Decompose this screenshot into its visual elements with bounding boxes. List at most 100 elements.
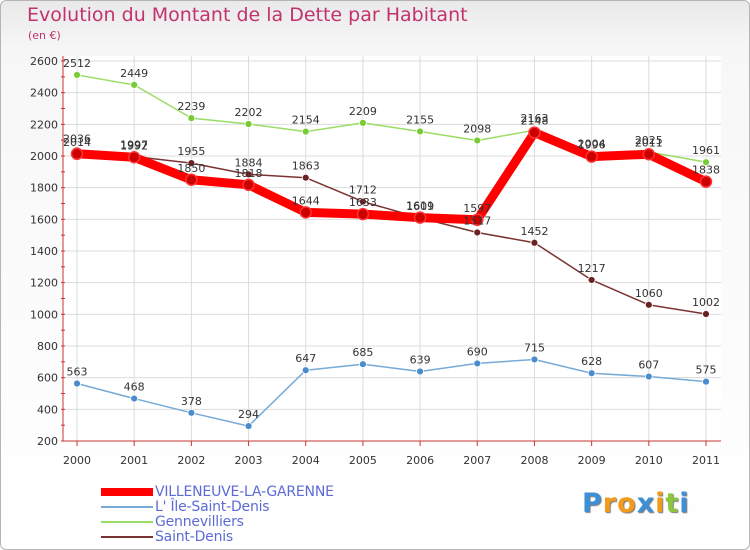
data-point (187, 408, 196, 417)
data-point (530, 238, 539, 247)
data-label: 2148 (520, 115, 548, 128)
y-tick-label: 1800 (30, 182, 58, 195)
data-point (585, 150, 598, 163)
data-point (301, 173, 310, 182)
data-label: 1818 (235, 167, 263, 180)
x-tick-label: 2004 (292, 454, 320, 467)
y-tick-label: 1200 (30, 277, 58, 290)
y-tick-label: 2000 (30, 150, 58, 163)
data-label: 1712 (349, 184, 377, 197)
data-label: 1955 (177, 145, 205, 158)
data-label: 2155 (406, 113, 434, 126)
data-label: 2014 (63, 136, 91, 149)
legend-label: VILLENEUVE-LA-GARENNE (155, 484, 334, 500)
data-point (416, 127, 424, 136)
data-label: 647 (295, 352, 316, 365)
data-point (130, 81, 139, 89)
data-label: 2449 (120, 67, 148, 80)
data-point (359, 119, 367, 127)
data-point (359, 360, 367, 369)
data-point (473, 228, 482, 237)
data-point (702, 377, 710, 386)
data-point (473, 136, 482, 145)
data-point (644, 372, 653, 381)
proxiti-logo: Proxiti (582, 488, 690, 519)
data-label: 2202 (235, 106, 263, 119)
y-tick-label: 1400 (30, 245, 58, 258)
data-label: 1850 (177, 162, 205, 175)
y-tick-label: 400 (37, 403, 58, 416)
x-tick-label: 2009 (578, 454, 606, 467)
y-tick-label: 2200 (30, 118, 58, 131)
data-label: 639 (410, 353, 431, 366)
legend-swatch (101, 521, 153, 523)
data-label: 715 (524, 341, 545, 354)
data-label: 563 (67, 366, 88, 379)
legend-label: Saint-Denis (155, 529, 234, 545)
x-tick-label: 2007 (463, 454, 491, 467)
data-point (644, 300, 653, 309)
data-label: 2025 (635, 134, 663, 147)
series-line (76, 358, 707, 427)
x-tick-label: 2001 (120, 454, 148, 467)
data-label: 2512 (63, 57, 91, 70)
data-label: 1997 (120, 138, 148, 151)
data-label: 2154 (292, 114, 320, 127)
y-tick-label: 600 (37, 372, 58, 385)
data-point (244, 422, 253, 431)
y-tick-label: 2400 (30, 87, 58, 100)
data-point (359, 197, 367, 206)
data-label: 2239 (177, 100, 205, 113)
data-label: 607 (638, 359, 659, 372)
data-label: 378 (181, 395, 202, 408)
data-label: 2004 (578, 137, 606, 150)
series-line (76, 149, 707, 315)
data-point (244, 170, 253, 179)
data-point (73, 379, 81, 388)
data-point (73, 71, 81, 79)
data-point (185, 173, 198, 186)
data-point (699, 175, 713, 188)
data-label: 1644 (292, 194, 320, 207)
legend-label: L' Île-Saint-Denis (155, 499, 270, 515)
data-point (70, 147, 84, 161)
data-label: 575 (696, 364, 717, 377)
data-point (528, 126, 541, 139)
data-point (416, 367, 424, 376)
logo-letter: P (582, 488, 603, 519)
data-point (301, 127, 310, 136)
data-label: 1609 (406, 200, 434, 213)
data-label: 294 (238, 408, 259, 421)
data-label: 1597 (463, 202, 491, 215)
data-point (587, 369, 596, 378)
y-tick-label: 1000 (30, 308, 58, 321)
data-label: 1452 (520, 225, 548, 238)
x-tick-label: 2011 (692, 454, 720, 467)
y-tick-label: 2600 (30, 55, 58, 68)
x-tick-label: 2005 (349, 454, 377, 467)
legend-swatch (101, 488, 153, 496)
series-lines (70, 71, 713, 431)
data-label: 468 (124, 381, 145, 394)
y-tick-label: 1600 (30, 213, 58, 226)
series-line (72, 128, 711, 225)
legend-swatch (101, 536, 153, 538)
data-label: 1992 (120, 139, 148, 152)
axes: 200 400 600 800 1000 1200 1400 1600 1800 2000 2200… (30, 55, 721, 467)
plot-area (63, 56, 721, 441)
data-point (471, 213, 484, 227)
legend-swatch (101, 506, 153, 508)
data-label: 2098 (463, 122, 491, 135)
data-label: 685 (352, 346, 373, 359)
data-point (356, 207, 370, 221)
data-point (301, 366, 310, 375)
data-point (473, 359, 482, 368)
data-label: 1863 (292, 160, 320, 173)
data-label: 1217 (578, 262, 606, 275)
data-point (187, 114, 196, 123)
legend-label: Gennevilliers (155, 514, 244, 530)
data-label: 2036 (63, 132, 91, 145)
data-point (702, 310, 710, 318)
